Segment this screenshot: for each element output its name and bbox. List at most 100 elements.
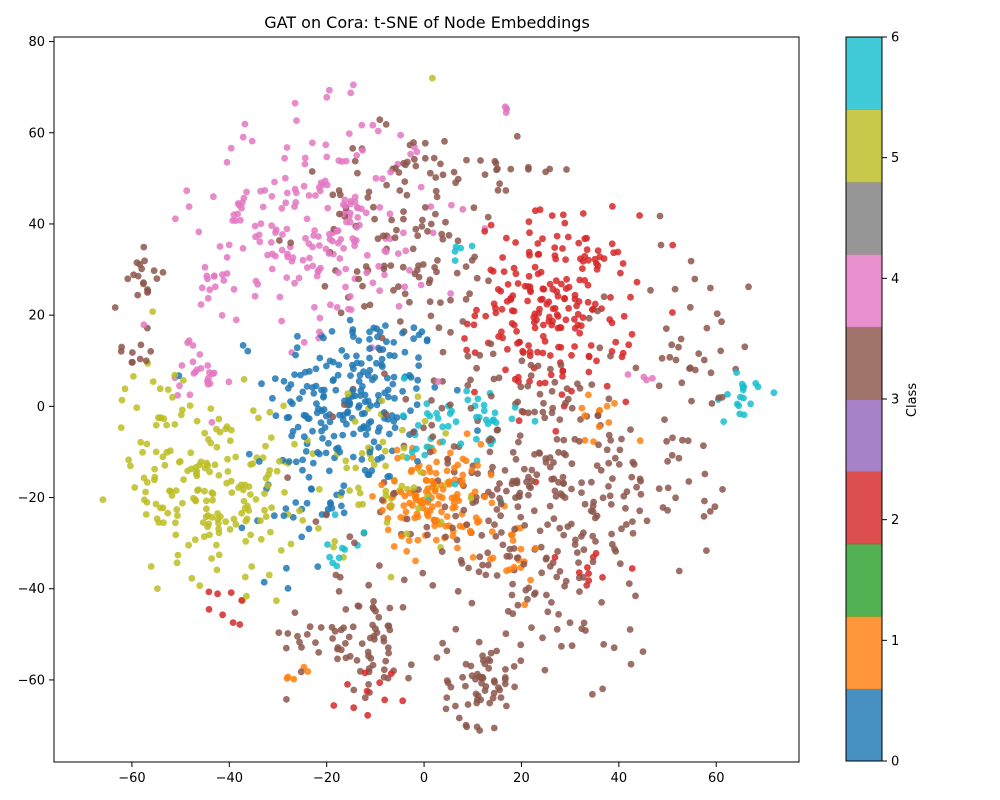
data-point [549,559,557,567]
data-point [410,139,417,146]
data-point [294,423,302,431]
data-point [571,315,578,323]
data-point [386,604,394,612]
data-point [279,231,286,238]
data-point [291,99,299,107]
data-point [592,538,599,545]
data-point [210,193,217,201]
data-point [284,630,292,637]
data-point [487,649,495,657]
data-point [401,178,409,186]
data-point [669,434,676,442]
data-point [595,441,602,449]
data-point [360,529,368,536]
data-point [349,328,356,336]
data-point [361,694,369,702]
y-tick-label: 0 [37,400,45,415]
data-point [255,414,262,422]
data-point [340,509,348,517]
data-point [400,208,407,216]
data-point [378,355,386,363]
data-point [136,260,144,268]
data-point [117,424,125,431]
data-point [185,541,193,549]
data-point [333,227,341,235]
data-point [281,489,288,496]
data-point [324,204,332,212]
data-point [188,574,196,582]
data-point [321,282,329,290]
data-point [515,438,522,446]
data-point [358,450,366,457]
data-point [353,657,361,664]
data-point [439,348,447,356]
data-point [340,482,348,490]
data-point [154,585,161,592]
data-point [369,121,377,129]
data-point [517,513,525,521]
data-point [548,475,556,483]
data-point [347,306,355,313]
data-point [169,393,176,401]
data-point [197,301,205,308]
colorbar-segment [846,543,882,617]
data-point [468,242,476,250]
data-point [724,391,731,398]
data-point [366,448,374,456]
data-point [412,162,420,170]
data-point [534,240,542,247]
data-point [283,189,291,197]
data-point [534,270,542,278]
data-point [421,417,429,425]
data-point [608,530,615,538]
data-point [248,137,256,145]
data-point [513,132,521,140]
data-point [443,647,451,655]
colorbar-tick-label: 4 [891,272,899,287]
data-point [302,412,310,420]
data-point [178,362,186,369]
data-point [450,168,458,176]
data-point [685,478,693,485]
data-point [596,253,604,261]
data-point [632,364,640,372]
data-point [302,448,310,455]
data-point [260,578,268,586]
data-point [560,479,567,487]
data-point [257,220,265,228]
data-point [291,440,298,448]
data-point [387,168,394,176]
data-point [513,328,520,335]
data-point [508,591,516,599]
data-point [187,449,195,457]
data-point [343,353,350,360]
data-point [144,287,152,295]
data-point [232,453,240,461]
data-point [518,357,526,365]
data-point [271,375,279,383]
data-point [579,257,587,265]
data-point [576,329,584,337]
data-point [151,465,159,473]
data-point [386,210,394,218]
data-point [582,627,589,634]
data-point [433,409,440,417]
data-point [628,565,636,572]
data-point [275,629,283,636]
data-point [171,421,179,428]
data-point [159,269,167,276]
data-point [473,364,480,372]
data-point [261,187,269,194]
data-point [633,278,641,286]
data-point [255,458,263,465]
data-point [432,210,439,218]
data-point [562,577,570,585]
data-point [605,419,613,426]
data-point [345,130,353,138]
data-point [378,397,386,405]
data-point [293,117,300,124]
data-point [218,312,226,319]
data-point [406,489,414,497]
data-point [581,436,589,444]
data-point [320,386,328,394]
